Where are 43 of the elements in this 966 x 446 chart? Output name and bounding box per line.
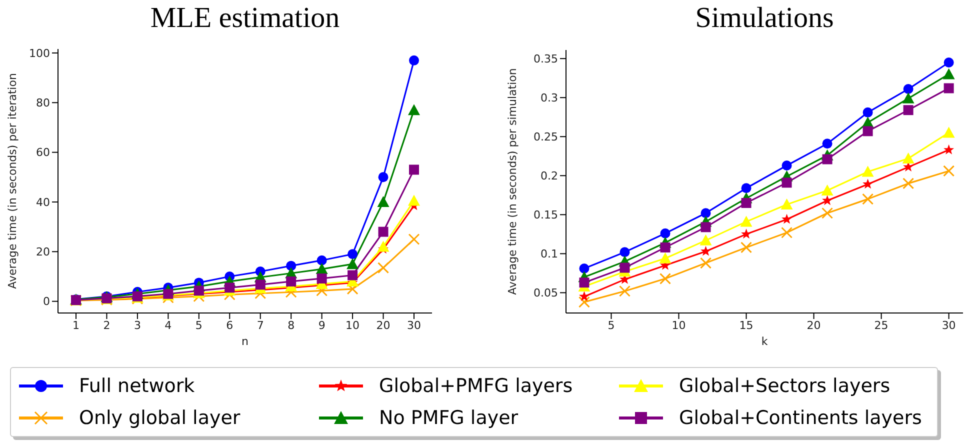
x-tick-label: 7 [256,318,264,332]
x-tick-label: 20 [376,318,390,332]
x-tick-label: 20 [806,318,821,332]
y-tick-label: 0.15 [534,208,558,222]
y-tick-label: 0.2 [540,170,558,183]
y-tick-label: 100 [29,46,50,60]
legend-label: Global+Sectors layers [679,375,890,397]
x-tick-label: 10 [672,318,686,332]
y-tick-label: 0.3 [540,92,558,105]
legend-label: Only global layer [79,407,240,429]
y-tick-label: 20 [36,246,50,259]
chart-title: Simulations [694,2,835,35]
y-tick-label: 0.1 [540,248,558,261]
y-tick-label: 40 [36,196,50,209]
x-axis-title: k [761,335,768,348]
x-tick-label: 3 [134,318,141,332]
legend-label: Full network [79,375,195,397]
x-tick-label: 4 [164,318,172,332]
legend-label: No PMFG layer [379,407,518,429]
x-tick-label: 30 [942,318,956,332]
x-tick-label: 8 [288,318,295,332]
y-tick-label: 80 [36,96,50,110]
y-tick-label: 0 [43,295,50,308]
legend-label: Global+Continents layers [679,407,922,429]
x-tick-label: 25 [874,318,888,332]
y-axis-title: Average time (in seconds) per iteration [6,73,19,289]
y-tick-label: 0.25 [534,130,558,144]
x-tick-label: 5 [608,318,615,332]
y-axis-title: Average time (in seconds) per simulation [506,68,519,295]
x-axis-title: n [242,335,249,348]
legend-label: Global+PMFG layers [379,375,573,397]
x-tick-label: 2 [103,318,110,332]
x-tick-label: 6 [226,318,234,332]
x-tick-label: 15 [739,318,754,332]
y-tick-label: 60 [36,146,50,160]
chart-title: MLE estimation [149,2,341,35]
x-tick-label: 1 [72,318,80,332]
x-tick-label: 9 [318,318,326,332]
x-tick-label: 10 [346,318,360,332]
x-tick-label: 5 [195,318,202,332]
y-tick-label: 0.35 [534,52,558,66]
x-tick-label: 30 [407,318,421,332]
y-tick-label: 0.05 [534,286,558,300]
